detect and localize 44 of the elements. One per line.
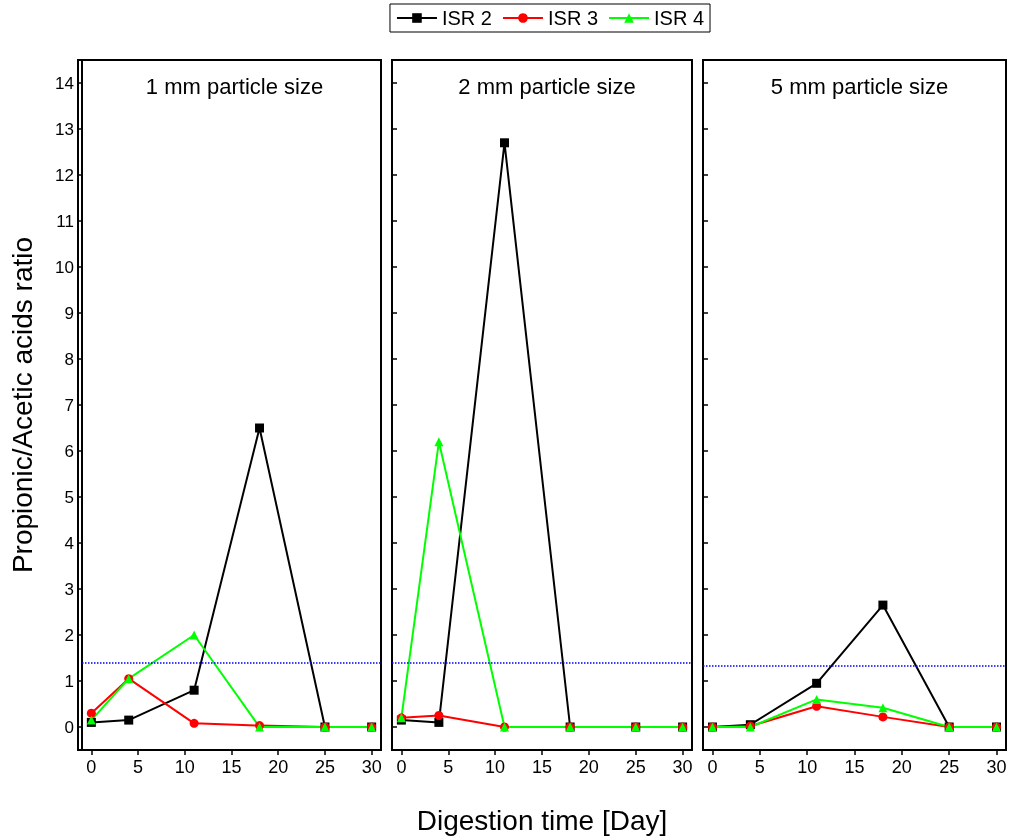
x-tick-label: 15 [221,757,242,777]
x-tick-label: 0 [707,757,718,777]
y-tick-label: 8 [64,349,74,369]
y-tick-label: 4 [64,533,74,553]
x-tick-label: 30 [672,757,693,777]
x-tick-label: 20 [578,757,599,777]
y-tick-label: 9 [64,303,74,323]
y-tick-label: 6 [64,441,74,461]
legend-label: ISR 2 [441,7,492,29]
x-axis-title: Digestion time [Day] [416,804,668,836]
y-tick-label: 5 [64,487,74,507]
x-tick-label: 0 [396,757,407,777]
x-tick-label: 20 [891,757,912,777]
text: 1 mm particle size [145,73,324,99]
text: 5 mm particle size [770,73,949,99]
y-tick-label: 13 [55,119,74,139]
y-tick-label: 14 [55,73,74,93]
x-tick-label: 5 [133,757,144,777]
x-tick-label: 10 [797,757,818,777]
y-tick-label: 2 [64,625,74,645]
x-tick-label: 20 [268,757,289,777]
x-tick-label: 25 [314,757,335,777]
y-tick-label: 11 [56,211,74,231]
y-tick-label: 0 [64,717,74,737]
y-tick-label: 10 [55,257,74,277]
x-tick-label: 5 [754,757,765,777]
x-tick-label: 15 [531,757,553,777]
x-tick-label: 30 [361,757,382,777]
x-tick-label: 0 [86,757,97,777]
x-tick-label: 5 [443,757,454,777]
text: 2 mm particle size [458,73,636,99]
x-tick-label: 15 [844,757,865,777]
legend-label: ISR 3 [547,7,599,29]
x-tick-label: 25 [625,757,646,777]
x-tick-label: 10 [485,757,506,777]
x-tick-label: 10 [174,757,195,777]
y-tick-label: 3 [64,579,74,599]
x-tick-label: 30 [986,757,1007,777]
y-axis-title: Propionic/Acetic acids ratio [6,236,38,574]
y-tick-label: 1 [64,671,74,691]
y-tick-label: 7 [64,395,74,415]
y-tick-label: 12 [55,165,74,185]
legend-label: ISR 4 [654,7,705,29]
x-tick-label: 25 [939,757,960,777]
